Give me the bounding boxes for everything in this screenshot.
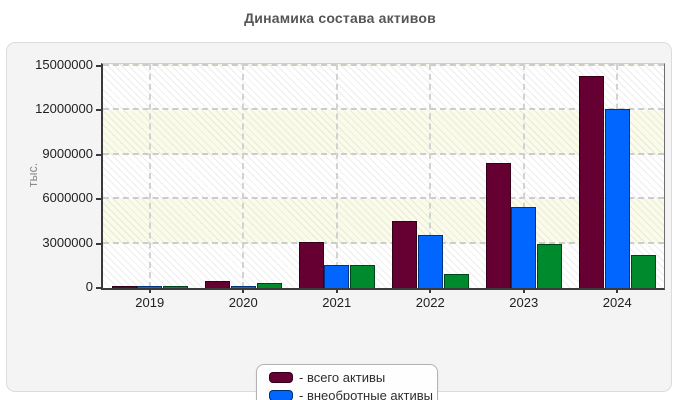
h-gridline xyxy=(103,64,664,66)
v-gridline xyxy=(148,64,151,288)
v-gridline xyxy=(429,64,432,288)
bar-2022-series-1 xyxy=(417,235,443,288)
bar-2024-series-1 xyxy=(604,108,630,288)
y-tick-mark xyxy=(96,198,102,201)
bar-2019-series-1 xyxy=(137,286,163,288)
bar-2021-series-0 xyxy=(298,242,324,288)
v-gridline xyxy=(242,64,245,288)
legend-swatch-icon xyxy=(269,389,293,400)
v-gridline xyxy=(335,64,338,288)
y-axis-title: тыс. xyxy=(26,162,40,188)
h-gridline xyxy=(103,108,664,111)
legend-item: - внеобротные активы xyxy=(269,388,433,400)
x-tick-mark xyxy=(522,288,525,293)
chart-panel: тыс. - всего активы- внеобротные активы-… xyxy=(6,42,672,400)
bar-2021-series-2 xyxy=(350,265,376,288)
y-tick-mark xyxy=(96,65,102,67)
x-tick-mark xyxy=(335,288,338,293)
bar-2020-series-1 xyxy=(230,286,256,288)
bar-2020-series-0 xyxy=(205,281,231,288)
x-tick-mark xyxy=(616,288,619,293)
bar-2022-series-2 xyxy=(443,273,469,288)
bar-2022-series-0 xyxy=(392,221,418,288)
bar-2023-series-0 xyxy=(485,162,511,288)
bar-2021-series-1 xyxy=(324,265,350,288)
v-gridline xyxy=(522,64,525,288)
x-axis-tick-label: 2024 xyxy=(602,295,632,310)
h-gridline xyxy=(103,197,664,200)
y-axis-tick-label: 6000000 xyxy=(42,190,93,206)
bar-2020-series-2 xyxy=(256,282,282,288)
y-axis-tick-label: 9000000 xyxy=(42,145,93,161)
y-axis-tick-label: 3000000 xyxy=(42,234,93,250)
y-tick-mark xyxy=(96,287,102,289)
x-axis-tick-label: 2019 xyxy=(135,295,165,310)
legend-item: - всего активы xyxy=(269,370,425,385)
x-tick-mark xyxy=(429,288,432,293)
bar-2019-series-0 xyxy=(111,285,137,288)
chart-title: Динамика состава активов xyxy=(244,10,436,26)
plot-area xyxy=(101,63,665,290)
y-tick-mark xyxy=(96,242,102,245)
x-axis-tick-label: 2022 xyxy=(415,295,445,310)
bar-2023-series-1 xyxy=(511,207,537,288)
x-axis-tick-label: 2023 xyxy=(509,295,539,310)
y-axis-tick-label: 0 xyxy=(85,279,93,294)
x-tick-mark xyxy=(242,288,245,293)
y-tick-mark xyxy=(96,153,102,156)
legend-swatch-icon xyxy=(269,371,293,383)
h-gridline xyxy=(103,152,664,155)
h-gridline xyxy=(103,241,664,244)
y-tick-mark xyxy=(96,109,102,112)
legend-item-label: - внеобротные активы xyxy=(299,387,433,400)
y-axis-tick-label: 12000000 xyxy=(35,101,93,117)
bar-2019-series-2 xyxy=(163,286,189,288)
bar-2024-series-0 xyxy=(579,76,605,288)
chart-legend: - всего активы- внеобротные активы- обор… xyxy=(256,364,438,400)
legend-item-label: - всего активы xyxy=(299,369,386,385)
bar-2024-series-2 xyxy=(630,255,656,288)
x-tick-mark xyxy=(148,288,151,293)
bar-2023-series-2 xyxy=(537,243,563,288)
x-axis-tick-label: 2020 xyxy=(228,295,258,310)
y-axis-tick-label: 15000000 xyxy=(35,57,93,72)
x-axis-tick-label: 2021 xyxy=(322,295,352,310)
